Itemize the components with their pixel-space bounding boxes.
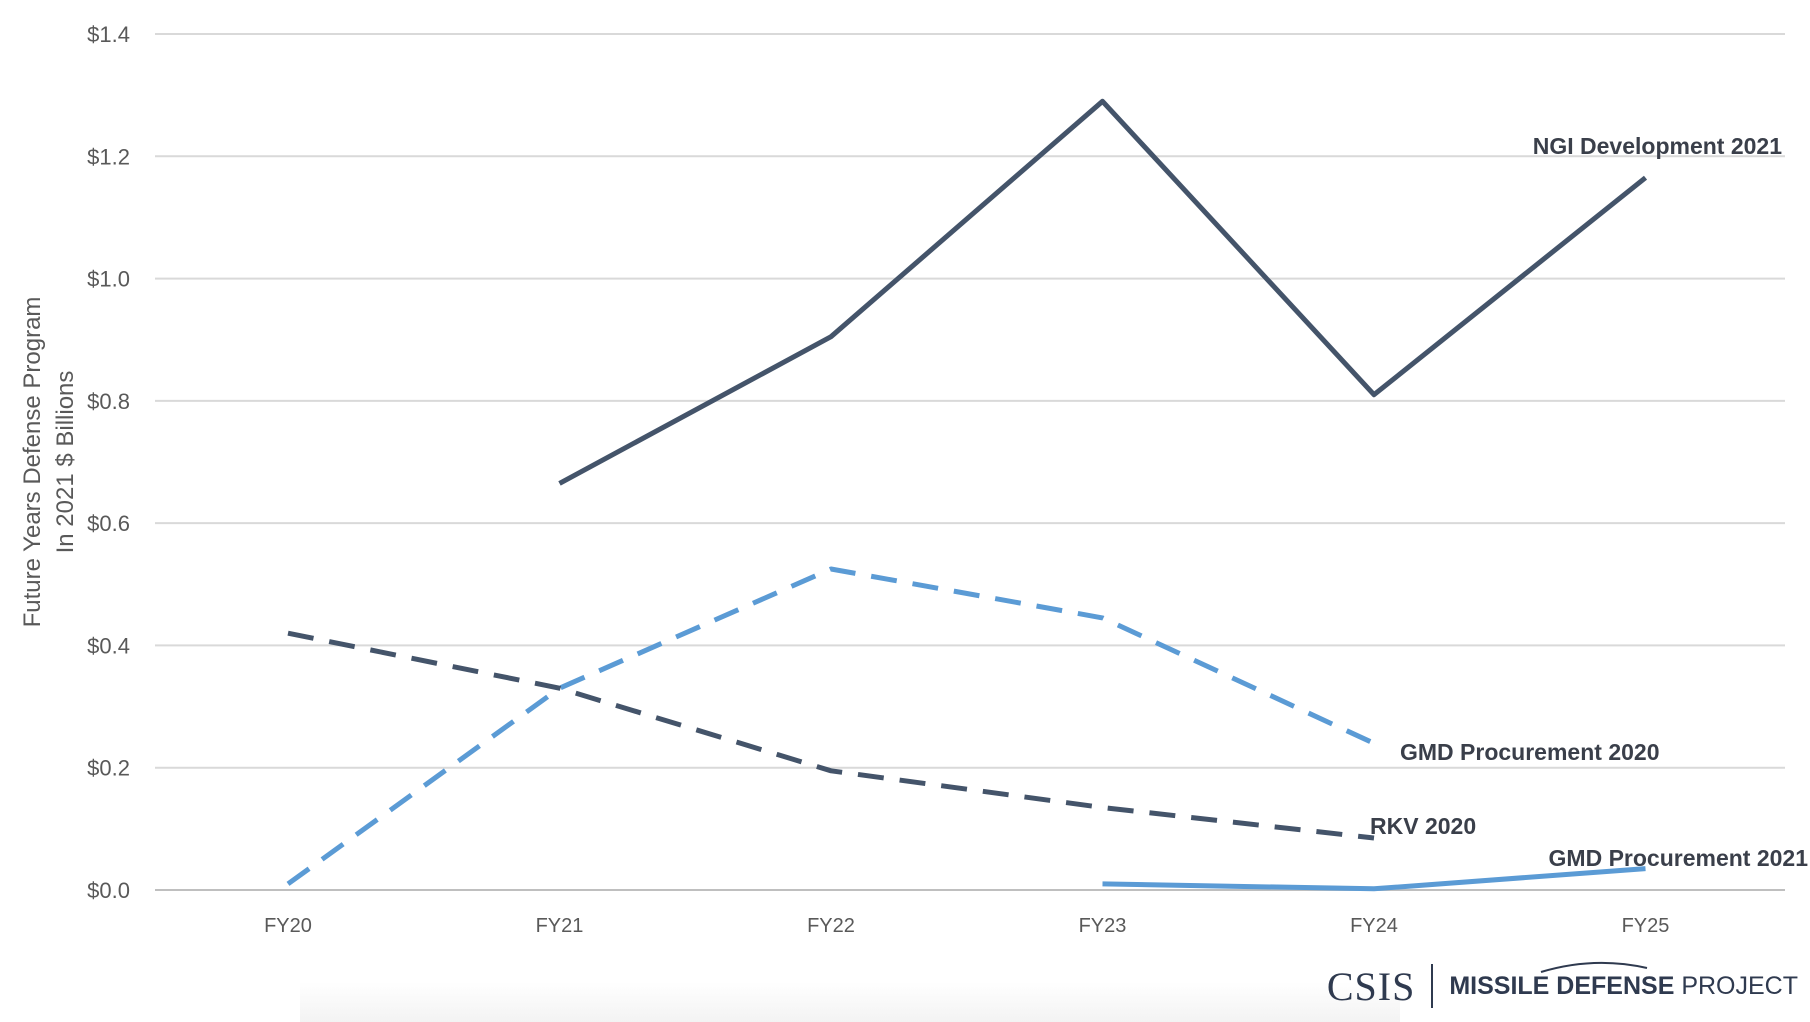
- csis-branding: CSIS MISSILE DEFENSE PROJECT: [1327, 956, 1798, 1016]
- x-tick-label: FY25: [1622, 915, 1670, 937]
- x-tick-label: FY21: [536, 915, 584, 937]
- y-tick-label: $1.4: [87, 22, 130, 47]
- series-line: [1102, 866, 1646, 892]
- bottom-shade: [300, 982, 1400, 1022]
- y-tick-label: $0.6: [87, 511, 130, 536]
- y-tick-label: $0.0: [87, 878, 130, 903]
- series-line: [286, 566, 1376, 886]
- y-axis-title: Future Years Defense Program In 2021 $ Bi…: [19, 297, 79, 628]
- series-label: GMD Procurement 2021: [1549, 845, 1809, 871]
- brand-divider: [1431, 964, 1434, 1008]
- project-bold-text: MISSILE DEFENSE: [1449, 971, 1675, 1000]
- csis-logo-text: CSIS: [1326, 963, 1416, 1009]
- series-label: GMD Procurement 2020: [1400, 739, 1659, 765]
- series-label: NGI Development 2021: [1533, 133, 1782, 159]
- swoosh-icon: [1541, 961, 1648, 973]
- series-label: RKV 2020: [1370, 813, 1476, 839]
- x-tick-label: FY20: [264, 915, 312, 937]
- x-tick-label: FY23: [1079, 915, 1127, 937]
- y-tick-label: $0.8: [87, 389, 130, 414]
- x-tick-label: FY24: [1350, 915, 1398, 937]
- series-line: [287, 630, 1375, 841]
- series-line: [558, 98, 1648, 486]
- y-tick-label: $0.4: [87, 633, 130, 658]
- y-tick-label: $1.0: [87, 267, 130, 292]
- y-tick-label: $1.2: [87, 144, 130, 169]
- y-tick-label: $0.2: [87, 756, 130, 781]
- missile-defense-project-logo: MISSILE DEFENSE PROJECT: [1449, 961, 1798, 1001]
- x-tick-label: FY22: [807, 915, 855, 937]
- project-rest-text: PROJECT: [1674, 971, 1798, 1000]
